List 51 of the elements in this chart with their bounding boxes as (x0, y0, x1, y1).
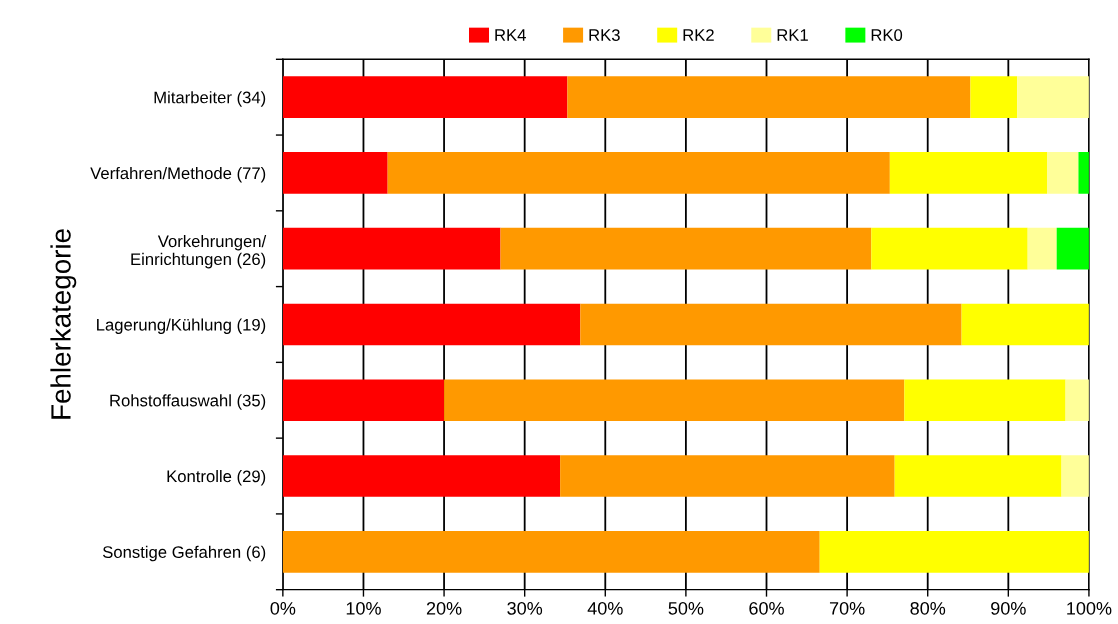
x-tick-label: 20% (426, 601, 462, 615)
bar (567, 76, 971, 118)
x-tick-label: 90% (991, 601, 1026, 615)
bar (894, 455, 1062, 497)
bar (961, 303, 1089, 346)
x-tick-label: 60% (749, 601, 784, 615)
bar (1027, 227, 1057, 270)
x-tick-label: 10% (346, 601, 381, 615)
bar (1017, 76, 1089, 118)
y-tick-label: Rohstoffauswahl (35) (110, 394, 266, 410)
bar (282, 379, 445, 422)
legend-label: RK4 (495, 29, 526, 41)
bar (500, 227, 872, 270)
bar (560, 455, 895, 497)
y-tick-label: Mitarbeiter (34) (154, 91, 266, 107)
x-tick-label: 50% (668, 601, 704, 615)
x-tick-label: 70% (829, 601, 865, 615)
y-tick-label: Lagerung/Kühlung (19) (97, 318, 266, 334)
bar (1047, 152, 1079, 194)
x-tick-label: 100% (1067, 601, 1112, 615)
bar (282, 530, 820, 573)
x-tick-label: 80% (910, 601, 946, 615)
bar (819, 530, 1089, 573)
bar (1061, 455, 1089, 497)
bar (444, 379, 905, 422)
bar (889, 152, 1048, 194)
y-axis-title: Fehlerkategorie (50, 229, 77, 419)
bar (871, 227, 1028, 270)
bar (387, 152, 890, 194)
y-tick-label: Kontrolle (29) (167, 469, 266, 486)
y-tick-label: Verfahren/Methode (77) (90, 166, 266, 183)
bar (282, 76, 568, 118)
bar (904, 379, 1066, 422)
bar (282, 152, 388, 194)
legend-label: RK1 (777, 29, 808, 41)
legend-label: RK2 (683, 29, 714, 41)
legend-label: RK3 (589, 29, 620, 41)
y-tick-label: Sonstige Gefahren (6) (102, 545, 266, 562)
x-tick-label: 40% (587, 601, 623, 615)
bar (580, 303, 962, 346)
bar (282, 303, 581, 346)
y-tick-label: Vorkehrungen/ Einrichtungen (26) (131, 234, 267, 269)
bar (282, 227, 501, 270)
x-tick-label: 0% (270, 601, 296, 615)
bar (1056, 227, 1089, 270)
bar (970, 76, 1018, 118)
legend-label: RK0 (871, 29, 903, 41)
x-tick-label: 30% (507, 601, 543, 615)
bar (1078, 152, 1089, 194)
bar (282, 455, 561, 497)
bar (1065, 379, 1089, 422)
